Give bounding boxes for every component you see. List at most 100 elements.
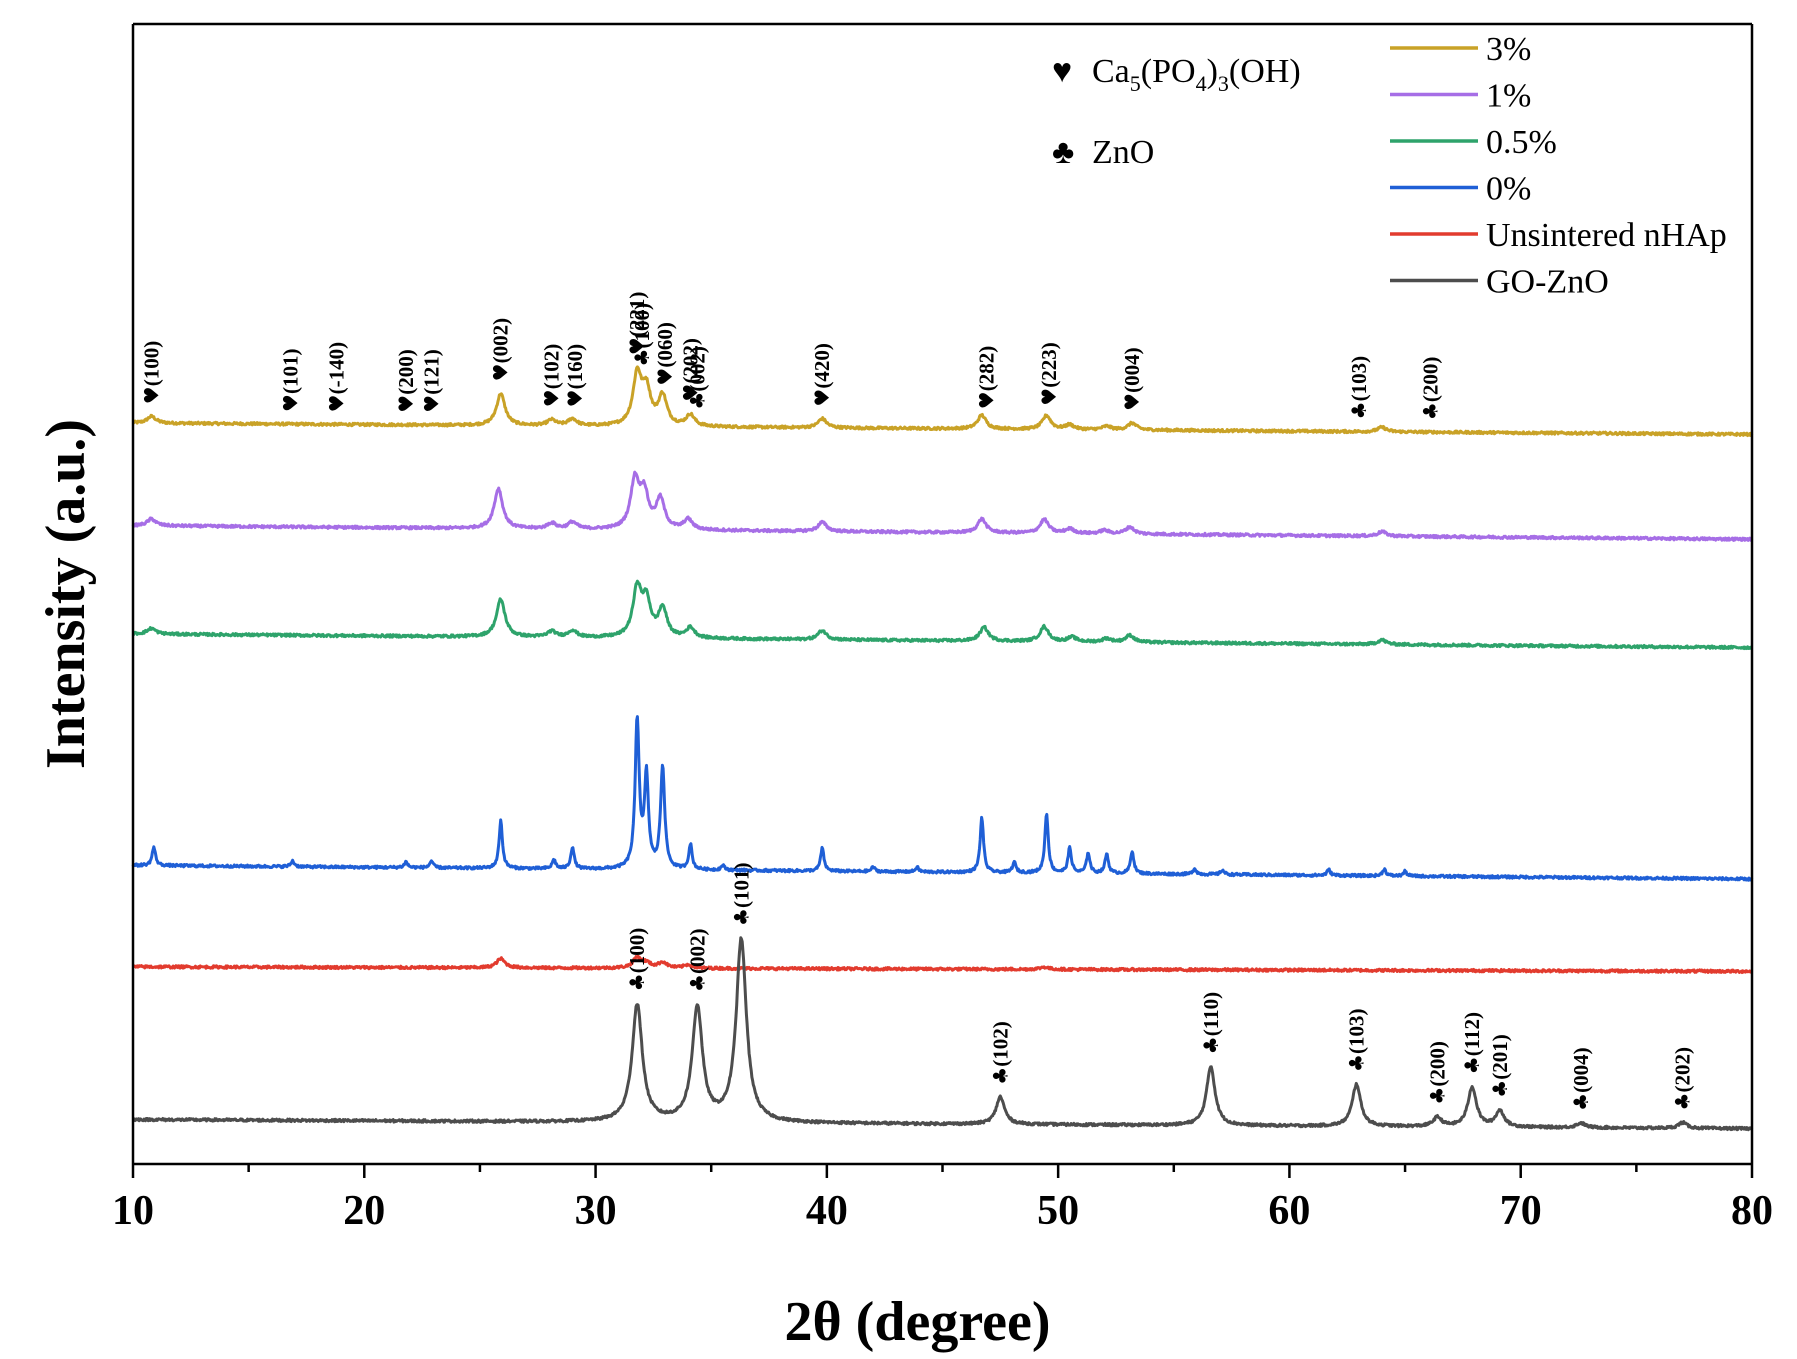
peak-annotation-label: (101): [278, 349, 302, 395]
club-icon: ♣: [1347, 401, 1371, 419]
peak-annotation-label: (004): [1569, 1047, 1593, 1093]
peak-annotation-label: (100): [630, 303, 654, 349]
heart-icon: ♥: [625, 337, 649, 355]
peak-annotation: ♥(420): [810, 343, 834, 407]
peak-annotation-label: (-140): [325, 342, 349, 394]
club-icon: ♣: [685, 392, 709, 410]
peak-annotation-label: (200): [1426, 1041, 1450, 1087]
peak-annotation-label: (110): [1199, 992, 1223, 1036]
peak-annotation: ♣(100): [630, 303, 654, 367]
peak-annotation: ♥(282): [974, 346, 998, 410]
x-tick-label: 40: [806, 1188, 848, 1234]
peak-annotation: ♣(004): [1569, 1047, 1593, 1111]
series-go-zno-line: [132, 936, 1754, 1132]
peak-annotation: ♥(221): [625, 292, 649, 356]
x-tick-label: 10: [112, 1188, 154, 1234]
series-0-line: [131, 715, 1754, 882]
club-icon: ♣: [1569, 1093, 1593, 1111]
formula-part: (PO: [1141, 53, 1196, 90]
formula-part: 4: [1196, 71, 1207, 96]
peak-annotation: ♥(002): [489, 318, 513, 382]
peak-annotation: ♥(101): [278, 349, 302, 413]
peak-annotation-label: (004): [1120, 347, 1144, 393]
formula-part: 5: [1130, 71, 1141, 96]
peak-annotation-label: (112): [1460, 1012, 1484, 1056]
phase-legend-zno: ZnO: [1092, 134, 1154, 171]
peak-annotation: ♥(-140): [325, 342, 349, 412]
heart-icon: ♥: [1120, 393, 1144, 411]
club-icon: ♣: [1419, 402, 1443, 420]
x-axis-title: 2θ (degree): [784, 1291, 1050, 1353]
formula-part: ): [1207, 53, 1218, 90]
peak-annotation-label: (101): [729, 863, 753, 909]
club-icon: ♣: [1052, 134, 1074, 171]
peak-annotation-label: (100): [625, 928, 649, 974]
plot-area: [131, 365, 1754, 1132]
peak-annotation: ♣(103): [1345, 1009, 1369, 1073]
peak-annotation-label: (200): [1419, 357, 1443, 403]
peak-annotation-label: (002): [685, 346, 709, 392]
peak-annotation: ♣(110): [1199, 992, 1223, 1054]
series-1-line: [131, 470, 1754, 542]
peak-annotations: ♥(100)♥(101)♥(-140)♥(200)♥(121) ♥(002)♥(1…: [140, 292, 1695, 1111]
peak-annotation-label: (282): [974, 346, 998, 392]
peak-annotation: ♣(200): [1426, 1041, 1450, 1105]
peak-annotation-label: (420): [810, 343, 834, 389]
series-0-5-line: [131, 579, 1754, 651]
series-unsintered-nhap-line: [132, 954, 1754, 974]
peak-annotation: ♥(160): [563, 344, 587, 408]
legend-label-go-zno: GO-ZnO: [1486, 264, 1609, 301]
peak-annotation-label: (201): [1488, 1034, 1512, 1080]
heart-icon: ♥: [563, 389, 587, 407]
heart-icon: ♥: [1037, 388, 1061, 406]
peak-annotation: ♣(002): [685, 929, 709, 993]
legend-label-0-5: 0.5%: [1486, 124, 1557, 161]
club-icon: ♣: [988, 1067, 1012, 1085]
formula-part: (OH): [1229, 53, 1301, 90]
x-tick-label: 30: [575, 1188, 617, 1234]
peak-annotation: ♥(060): [653, 322, 677, 386]
club-icon: ♣: [1460, 1056, 1484, 1074]
heart-icon: ♥: [540, 389, 564, 407]
legend-label-unsintered-nhap: Unsintered nHAp: [1486, 217, 1727, 254]
peak-annotation: ♣(202): [1671, 1047, 1695, 1111]
heart-icon: ♥: [1052, 53, 1072, 90]
club-icon: ♣: [1671, 1093, 1695, 1111]
heart-icon: ♥: [810, 389, 834, 407]
club-icon: ♣: [625, 973, 649, 991]
peak-annotation: ♣(102): [988, 1021, 1012, 1085]
club-icon: ♣: [1199, 1036, 1223, 1054]
peak-annotation-label: (002): [685, 929, 709, 975]
heart-icon: ♥: [489, 363, 513, 381]
peak-annotation-label: (002): [489, 318, 513, 364]
peak-annotation: ♣(200): [1419, 357, 1443, 421]
formula-part: Ca: [1092, 53, 1130, 90]
peak-annotation-label: (160): [563, 344, 587, 390]
peak-annotation: ♣(112): [1460, 1012, 1484, 1074]
peak-annotation-label: (202): [678, 338, 702, 384]
legend: 3% 1% 0.5% 0% Unsintered nHAp GO-ZnO: [1390, 31, 1727, 301]
club-icon: ♣: [630, 349, 654, 367]
peak-annotation-label: (221): [625, 292, 649, 338]
peak-annotation: ♥(121): [419, 349, 443, 413]
heart-icon: ♥: [974, 391, 998, 409]
club-icon: ♣: [1488, 1080, 1512, 1098]
axes: 10 20 30 40 50 60 70 80 2θ (degree) Intensity (a.…: [35, 22, 1773, 1353]
peak-annotation: ♣(100): [625, 928, 649, 992]
club-icon: ♣: [729, 908, 753, 926]
peak-annotation: ♥(100): [140, 341, 164, 405]
peak-annotation: ♥(223): [1037, 342, 1061, 406]
x-tick-label: 50: [1037, 1188, 1079, 1234]
heart-icon: ♥: [419, 395, 443, 413]
formula-part: 3: [1218, 71, 1229, 96]
peak-annotation-label: (200): [394, 349, 418, 395]
x-tick-label: 20: [343, 1188, 385, 1234]
legend-label-1: 1%: [1486, 78, 1531, 115]
x-tick-label: 70: [1500, 1188, 1542, 1234]
heart-icon: ♥: [140, 386, 164, 404]
heart-icon: ♥: [325, 394, 349, 412]
phase-legend-formula: Ca5(PO4)3(OH): [1092, 53, 1301, 96]
y-axis-title: Intensity (a.u.): [35, 419, 97, 769]
peak-annotation-label: (121): [419, 349, 443, 395]
